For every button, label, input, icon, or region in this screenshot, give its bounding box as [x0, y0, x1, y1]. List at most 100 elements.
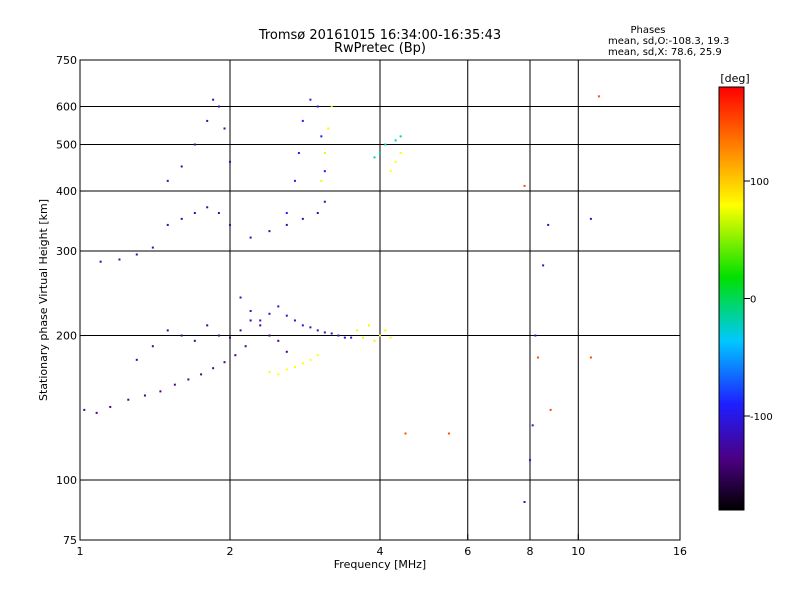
data-point	[547, 223, 550, 226]
data-point	[180, 334, 183, 337]
data-point	[367, 324, 370, 327]
data-point	[323, 152, 326, 155]
data-point	[268, 370, 271, 373]
x-tick-label: 1	[77, 545, 84, 558]
stats-x-mode: mean, sd,X: 78.6, 25.9	[608, 47, 722, 58]
data-point	[212, 98, 215, 101]
data-point	[384, 329, 387, 332]
data-point	[206, 324, 209, 327]
data-point	[373, 156, 376, 159]
data-point	[350, 336, 353, 339]
data-point	[285, 368, 288, 371]
data-point	[200, 373, 203, 376]
data-point	[151, 246, 154, 249]
data-point	[217, 212, 220, 215]
data-point	[542, 264, 545, 267]
data-point	[193, 212, 196, 215]
x-tick-label: 16	[673, 545, 687, 558]
data-point	[309, 326, 312, 329]
y-tick-label: 200	[56, 330, 77, 343]
data-point	[301, 362, 304, 365]
data-point	[166, 329, 169, 332]
data-point	[118, 258, 121, 261]
data-point	[268, 312, 271, 315]
data-point	[394, 160, 397, 163]
data-point	[166, 179, 169, 182]
x-tick-label: 4	[377, 545, 384, 558]
data-point	[301, 217, 304, 220]
data-point	[323, 331, 326, 334]
x-tick-label: 2	[227, 545, 234, 558]
data-point	[320, 135, 323, 138]
data-point	[362, 336, 365, 339]
data-point	[384, 143, 387, 146]
data-point	[447, 432, 450, 435]
y-tick-label: 300	[56, 245, 77, 258]
data-point	[523, 500, 526, 503]
data-point	[316, 105, 319, 108]
data-point	[330, 332, 333, 335]
data-point	[301, 119, 304, 122]
data-point	[127, 398, 130, 401]
data-point	[277, 339, 280, 342]
data-point	[379, 334, 381, 337]
grid-lines	[80, 60, 680, 540]
data-point	[239, 296, 242, 299]
data-point	[159, 390, 162, 393]
data-point	[399, 152, 402, 155]
data-point	[206, 206, 209, 209]
data-point	[316, 212, 319, 215]
data-point	[404, 432, 407, 435]
data-point	[212, 367, 215, 370]
data-point	[531, 424, 534, 427]
data-point	[143, 394, 146, 397]
data-point	[229, 160, 231, 163]
data-point	[293, 319, 296, 322]
stats-o-mode: mean, sd,O:-108.3, 19.3	[608, 36, 729, 47]
axis-ticks: 1 2 4 6 8 10 16 75 100 200 300 400 500 600 750	[56, 54, 687, 558]
data-point	[239, 329, 242, 332]
data-points	[83, 95, 600, 503]
data-point	[379, 152, 381, 155]
data-point	[109, 405, 112, 408]
data-point	[187, 378, 190, 381]
data-point	[277, 305, 280, 308]
data-point	[135, 253, 138, 256]
data-point	[389, 170, 392, 173]
data-point	[549, 408, 552, 411]
stats-heading: Phases	[630, 25, 665, 36]
data-point	[297, 152, 300, 155]
data-point	[217, 334, 220, 337]
x-tick-label: 6	[464, 545, 471, 558]
data-point	[343, 336, 346, 339]
data-point	[529, 459, 531, 462]
data-point	[589, 356, 592, 359]
data-point	[249, 309, 252, 312]
colorbar-tick-label: -100	[750, 412, 773, 423]
data-point	[259, 324, 262, 327]
data-point	[151, 345, 154, 348]
data-point	[316, 329, 319, 332]
data-point	[316, 354, 319, 357]
data-point	[249, 319, 252, 322]
data-point	[293, 365, 296, 368]
data-point	[323, 200, 326, 203]
x-tick-label: 10	[571, 545, 585, 558]
y-tick-label: 750	[56, 54, 77, 67]
y-tick-label: 75	[63, 534, 77, 547]
data-point	[523, 184, 526, 187]
data-point	[301, 324, 304, 327]
data-point	[327, 127, 330, 130]
data-point	[589, 217, 592, 220]
data-point	[173, 383, 176, 386]
data-point	[166, 223, 169, 226]
y-tick-label: 100	[56, 474, 77, 487]
data-point	[394, 139, 397, 142]
colorbar-tick-label: 100	[750, 177, 769, 188]
data-point	[95, 411, 98, 414]
data-point	[217, 105, 220, 108]
data-point	[320, 179, 323, 182]
colorbar-label: [deg]	[720, 72, 749, 85]
x-axis-label: Frequency [MHz]	[334, 558, 426, 571]
